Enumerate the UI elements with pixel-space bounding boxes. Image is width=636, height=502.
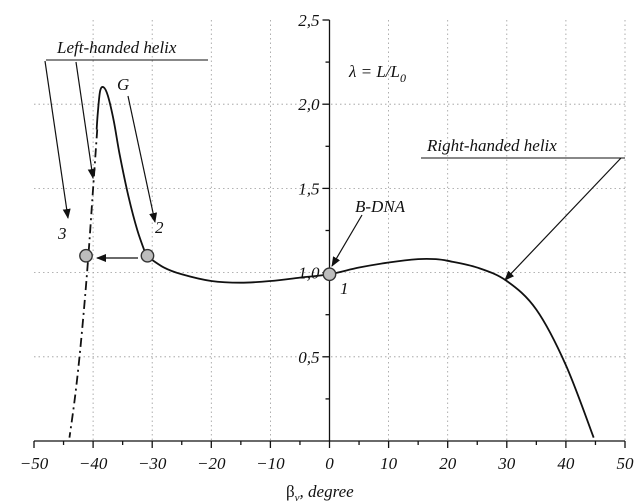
annotation-arrows [44,60,622,281]
x-tick-label: 10 [380,454,398,473]
point-2-label: 2 [155,218,164,237]
y-tick-label: 0,5 [298,348,319,367]
y-tick-label: 2,0 [298,95,320,114]
g-label: G [117,75,129,94]
x-tick-label: 40 [557,454,575,473]
x-tick-label: −30 [138,454,167,473]
right-helix-label: Right-handed helix [426,136,557,155]
y-tick-label: 2,5 [298,11,319,30]
left-helix-label: Left-handed helix [56,38,177,57]
tick-labels: −50 −40 −30 −20 −10 0 10 20 30 40 50 0,5 1,0 1,5 2,0 2,… [20,11,634,473]
x-tick-label: 50 [617,454,635,473]
x-tick-label: 20 [439,454,457,473]
data-point-1 [322,267,337,282]
y-tick-label: 1,5 [298,179,319,198]
x-tick-label: −10 [256,454,285,473]
x-tick-label: 30 [497,454,516,473]
y-tick-label: 1,0 [298,264,320,283]
annotation-arrow [331,214,363,267]
series-line [145,255,595,438]
series-line [68,129,99,438]
point-1-label: 1 [340,279,349,298]
series-line [95,86,148,257]
x-tick-label: −40 [79,454,108,473]
formula-label: λ = L/L0 [348,62,406,85]
data-point-2 [140,248,155,263]
axes [33,19,626,448]
bdna-label: B-DNA [355,197,406,216]
annotation-arrow [75,61,96,179]
x-tick-label: −50 [20,454,49,473]
x-axis-label: βv, degree [286,482,354,502]
annotation-arrow [127,95,158,223]
annotation-arrow [504,157,622,281]
data-point-3 [79,248,93,263]
x-tick-label: −20 [197,454,226,473]
x-tick-label: 0 [325,454,334,473]
annotation-arrow [44,60,71,219]
points [79,248,337,282]
curves [68,86,595,438]
point-3-label: 3 [57,224,67,243]
